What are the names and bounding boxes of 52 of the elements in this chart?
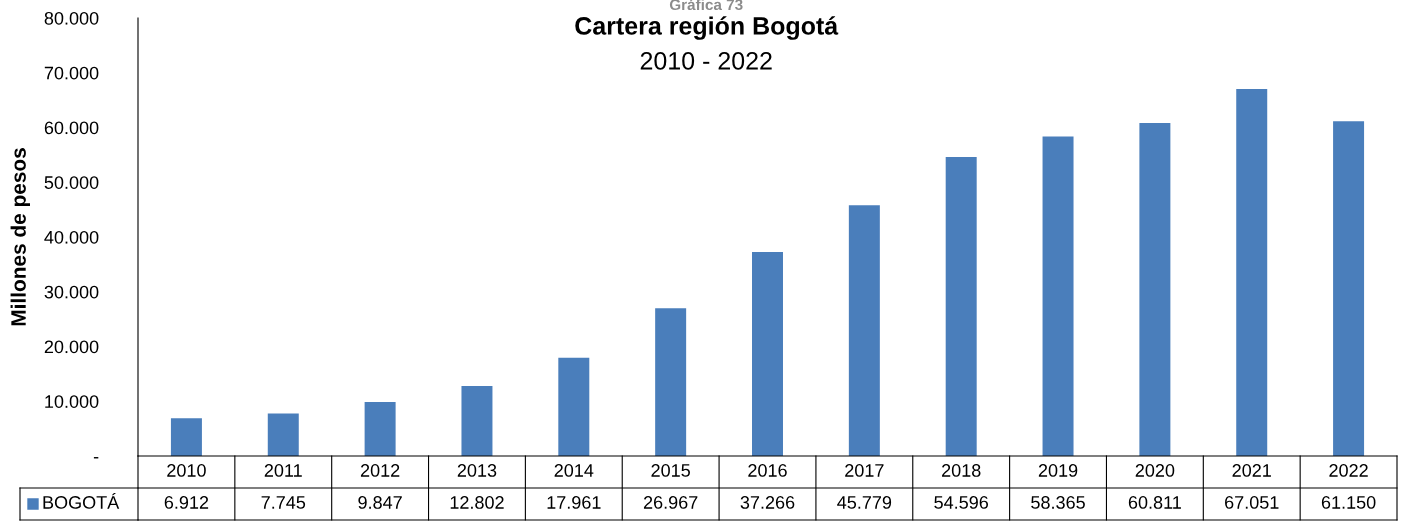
x-tick-label: 2014 xyxy=(554,464,594,477)
bar xyxy=(364,402,396,456)
y-tick-label: 10.000 xyxy=(45,395,99,408)
y-tick-label: - xyxy=(93,457,99,459)
bar xyxy=(1236,88,1268,456)
x-tick-label: 2021 xyxy=(1232,464,1271,477)
text: 12.802 xyxy=(450,496,504,509)
bar xyxy=(267,413,299,456)
text: 37.266 xyxy=(740,496,795,509)
x-tick-label: 2020 xyxy=(1135,464,1175,477)
bar xyxy=(461,385,493,456)
bar xyxy=(655,308,687,456)
x-tick-label: 2017 xyxy=(845,464,884,477)
y-tick-label: 20.000 xyxy=(44,340,99,354)
x-tick-label: 2015 xyxy=(651,464,690,477)
x-tick-label: 2022 xyxy=(1329,464,1368,477)
text: 58.365 xyxy=(1031,496,1085,509)
bar xyxy=(945,157,977,456)
text: 60.811 xyxy=(1128,496,1181,509)
bar xyxy=(752,251,783,456)
bar xyxy=(558,357,590,456)
text: 17.961 xyxy=(547,496,601,509)
y-tick-label: 50.000 xyxy=(44,176,99,189)
text: 9.847 xyxy=(358,496,402,509)
text: 6.912 xyxy=(164,496,209,509)
text: 61.150 xyxy=(1321,496,1376,509)
bar xyxy=(848,205,880,456)
y-tick-label: 30.000 xyxy=(44,285,99,299)
bar xyxy=(1139,123,1171,456)
x-tick-label: 2016 xyxy=(748,464,787,477)
y-tick-label: 80.000 xyxy=(44,11,99,25)
x-tick-label: 2011 xyxy=(264,464,302,477)
x-tick-label: 2012 xyxy=(360,464,400,477)
legend-label: BOGOTÁ xyxy=(43,493,120,509)
chart-title: Cartera región Bogotá xyxy=(575,16,839,40)
text: 7.745 xyxy=(261,496,306,509)
x-tick-label: 2018 xyxy=(942,464,981,477)
text: 45.779 xyxy=(837,496,892,509)
y-axis-title: Millones de pesos xyxy=(10,148,30,326)
bar xyxy=(1042,136,1074,456)
text: 2010 - 2022 xyxy=(640,52,772,70)
x-tick-label: 2010 xyxy=(167,464,206,477)
text: 67.051 xyxy=(1225,496,1279,509)
y-tick-label: 70.000 xyxy=(44,66,99,80)
bar xyxy=(170,418,202,456)
y-tick-label: 40.000 xyxy=(44,230,99,244)
x-tick-label: 2013 xyxy=(457,464,497,477)
text: 54.596 xyxy=(934,496,989,509)
bar xyxy=(1333,121,1365,456)
y-tick-label: 60.000 xyxy=(44,121,99,135)
x-tick-label: 2019 xyxy=(1038,464,1078,477)
text: 26.967 xyxy=(643,496,698,509)
